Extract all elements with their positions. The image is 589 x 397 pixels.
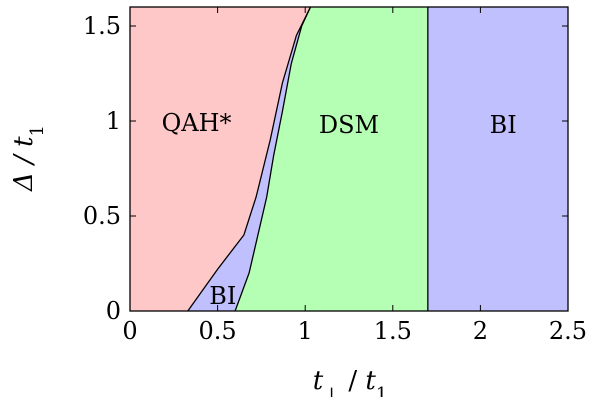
plot-frame [129, 6, 569, 312]
y-tick-label: 0 [106, 297, 121, 325]
x-axis-label-den: t [365, 366, 376, 396]
x-tick-label: 2 [473, 317, 488, 345]
boundary-qah-bi [187, 6, 312, 312]
boundary-bi-dsm [234, 6, 312, 312]
x-axis-label-sep: / [340, 366, 365, 396]
region-label-dsm: DSM [319, 111, 379, 139]
x-tick-label: 1.5 [374, 317, 412, 345]
region-label-bi-large: BI [490, 111, 517, 139]
plot-area [129, 6, 569, 312]
y-axis-label: Δ / t1 [9, 125, 48, 192]
x-axis-label-main: t [313, 366, 324, 396]
x-axis-label-den-sub: 1 [376, 384, 387, 397]
y-axis-label-sub: 1 [27, 125, 48, 136]
region-label-bi-small: BI [209, 282, 236, 310]
x-tick-label: 0.5 [199, 317, 237, 345]
axis-ticks: 0 0.5 1 1.5 2 2.5 0 0.5 1 1.5 [83, 7, 587, 345]
y-tick-label: 1 [106, 107, 121, 135]
region-labels: QAH* BI DSM BI [162, 109, 517, 310]
region-label-qah: QAH* [162, 109, 232, 137]
x-tick-label: 0 [122, 317, 137, 345]
x-axis-label: t⊥ / t1 [313, 366, 388, 397]
region-bi-large-fill [427, 7, 568, 311]
y-tick-label: 1.5 [83, 12, 121, 40]
x-axis-label-sub: ⊥ [323, 384, 340, 397]
region-qah-fill [130, 7, 311, 311]
x-tick-label: 2.5 [549, 317, 587, 345]
y-tick-label: 0.5 [83, 202, 121, 230]
y-axis-label-main: Δ / t [9, 136, 39, 192]
x-tick-label: 1 [298, 317, 313, 345]
region-dsm-fill [235, 7, 428, 311]
